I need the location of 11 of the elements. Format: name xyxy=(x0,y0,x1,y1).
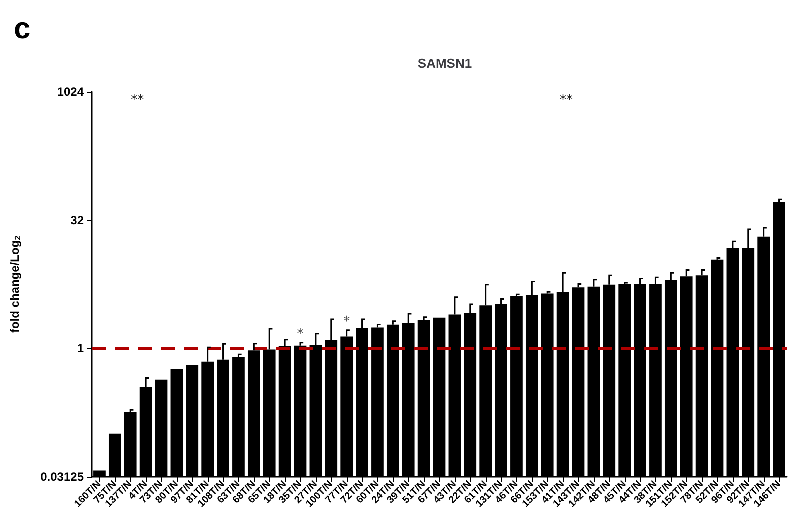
annotation: ** xyxy=(131,93,145,108)
chart-title: SAMSN1 xyxy=(418,56,472,71)
annotation: * xyxy=(297,326,304,342)
annotation: * xyxy=(344,314,351,330)
y-axis-title: fold change/Log2 xyxy=(8,235,22,334)
y-tick-label: 0.03125 xyxy=(40,470,84,484)
text: c xyxy=(14,12,31,46)
y-tick-label: 1024 xyxy=(57,85,84,99)
y-tick-label: 1 xyxy=(77,342,84,356)
y-tick-label: 32 xyxy=(70,213,84,228)
annotation: ** xyxy=(560,93,574,108)
